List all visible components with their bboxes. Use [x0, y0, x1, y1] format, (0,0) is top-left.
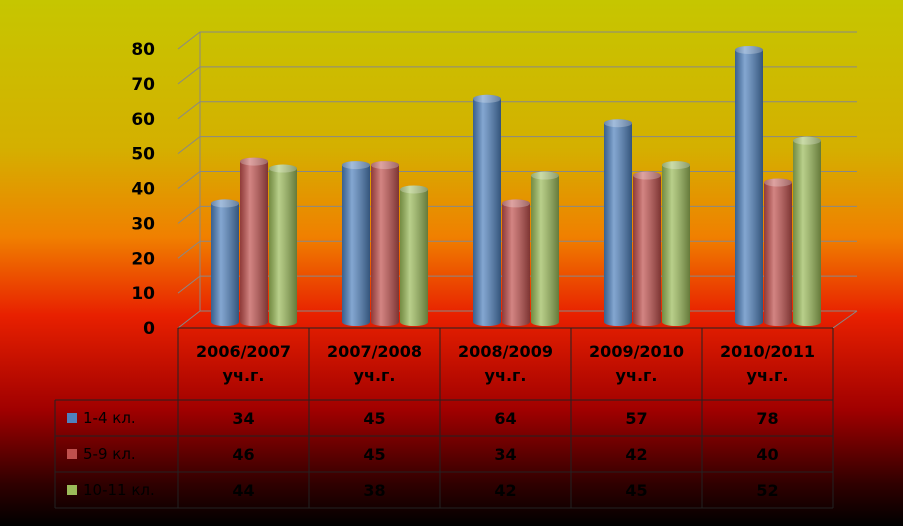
y-tick-label: 40 — [131, 180, 155, 200]
bar-top — [793, 136, 821, 145]
bar-shade — [371, 161, 399, 326]
bar-top — [531, 171, 559, 180]
bar-top — [342, 161, 370, 170]
bar-shade — [502, 199, 530, 326]
table-cell: 44 — [232, 480, 255, 500]
table-header: 2009/2010 уч.г. — [589, 342, 684, 385]
bar-shade — [531, 171, 559, 326]
bar-top — [400, 185, 428, 194]
bar-top — [633, 171, 661, 180]
table-cell: 34 — [494, 444, 517, 464]
table-cell: 40 — [756, 444, 779, 464]
legend-label: 5-9 кл. — [83, 445, 136, 463]
table-header: 2008/2009 уч.г. — [458, 342, 553, 385]
y-tick-label: 30 — [131, 214, 155, 234]
legend-item: 5-9 кл. — [55, 436, 178, 472]
y-tick-label: 60 — [131, 110, 155, 130]
bar-top — [269, 164, 297, 173]
legend-label: 1-4 кл. — [83, 409, 136, 427]
y-tick-label: 50 — [131, 145, 155, 165]
table-cell: 45 — [363, 444, 386, 464]
bar-shade — [662, 161, 690, 326]
table-cell: 45 — [625, 480, 648, 500]
bar-shade — [211, 199, 239, 326]
bar-top — [764, 178, 792, 187]
legend-item: 10-11 кл. — [55, 472, 178, 508]
bar-top — [211, 199, 239, 208]
bar-shade — [793, 136, 821, 326]
bar-top — [240, 157, 268, 166]
legend-label: 10-11 кл. — [83, 481, 155, 499]
legend-key — [67, 449, 77, 459]
bar-shade — [240, 157, 268, 326]
bar-shade — [735, 45, 763, 326]
legend-key — [67, 413, 77, 423]
bar-shade — [342, 161, 370, 326]
table-cell: 45 — [363, 408, 386, 428]
bar-top — [502, 199, 530, 208]
y-tick-label: 70 — [131, 75, 155, 95]
y-tick-label: 10 — [131, 284, 155, 304]
bar-shade — [269, 164, 297, 326]
y-tick-label: 20 — [131, 249, 155, 269]
table-cell: 34 — [232, 408, 255, 428]
table-cell: 78 — [756, 408, 779, 428]
bar-top — [473, 94, 501, 103]
bar-top — [371, 161, 399, 170]
bar-top — [735, 45, 763, 54]
table-cell: 38 — [363, 480, 386, 500]
bar-shade — [633, 171, 661, 326]
y-tick-label: 0 — [143, 319, 155, 339]
table-cell: 52 — [756, 480, 779, 500]
legend-item: 1-4 кл. — [55, 400, 178, 436]
table-header: 2006/2007 уч.г. — [196, 342, 291, 385]
table-cell: 46 — [232, 444, 255, 464]
table-cell: 57 — [625, 408, 648, 428]
table-cell: 42 — [625, 444, 648, 464]
y-tick-label: 80 — [131, 40, 155, 60]
table-cell: 42 — [494, 480, 517, 500]
table-cell: 64 — [494, 408, 517, 428]
bar-shade — [604, 119, 632, 327]
bar-shade — [473, 94, 501, 326]
bar-top — [604, 119, 632, 128]
bar-shade — [400, 185, 428, 326]
table-header: 2010/2011 уч.г. — [720, 342, 815, 385]
bar-top — [662, 161, 690, 170]
legend-key — [67, 485, 77, 495]
bar-shade — [764, 178, 792, 326]
table-header: 2007/2008 уч.г. — [327, 342, 422, 385]
